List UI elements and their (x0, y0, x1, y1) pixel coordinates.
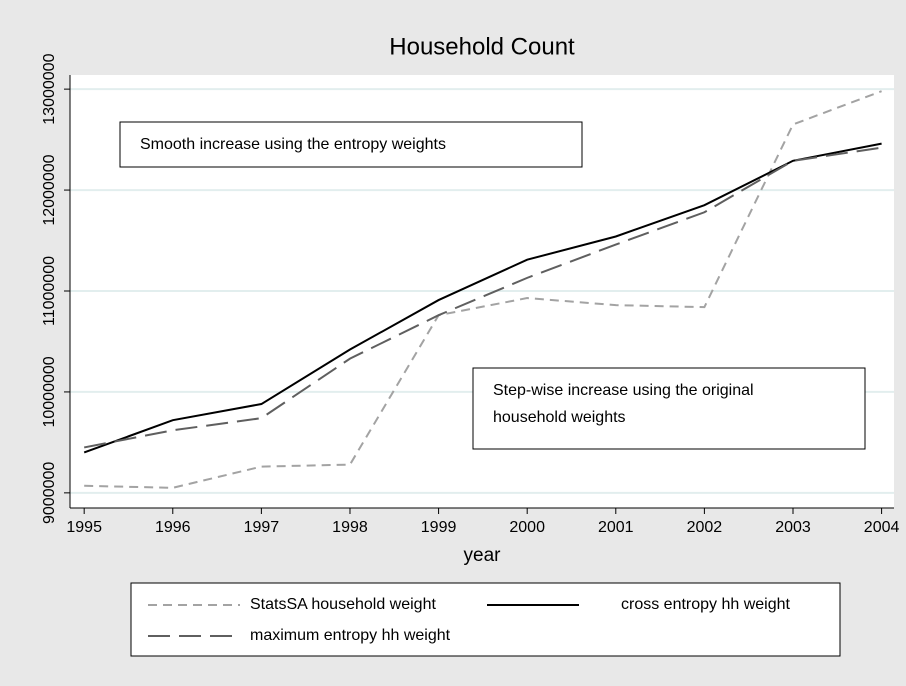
series-line (83, 142, 882, 454)
annotation-text: household weights (493, 409, 626, 426)
y-tick-label: 9000000 (41, 462, 58, 524)
y-tick-label: 11000000 (41, 256, 58, 326)
annotation-box (119, 121, 583, 168)
x-axis-label: year (464, 545, 502, 566)
x-tick-label: 2004 (864, 519, 900, 536)
chart-title: Household Count (389, 33, 575, 60)
x-tick-label: 1995 (66, 519, 102, 536)
y-tick-label: 10000000 (41, 356, 58, 427)
series-line (84, 90, 882, 489)
x-tick-label: 1998 (332, 519, 368, 536)
annotation-text: Smooth increase using the entropy weight… (140, 136, 446, 153)
x-tick-label: 1997 (244, 519, 280, 536)
legend-label: StatsSA household weight (250, 596, 436, 613)
legend-label: maximum entropy hh weight (250, 627, 451, 644)
legend-label: cross entropy hh weight (621, 596, 791, 613)
y-tick-label: 13000000 (41, 53, 58, 124)
series-line (83, 146, 882, 449)
x-tick-label: 1999 (421, 519, 457, 536)
annotation-text: Step-wise increase using the original (493, 382, 754, 399)
legend (130, 582, 841, 657)
x-tick-label: 2003 (775, 519, 811, 536)
y-tick-label: 12000000 (41, 154, 58, 225)
annotation-box (472, 367, 866, 450)
x-tick-label: 2001 (598, 519, 634, 536)
x-tick-label: 2002 (687, 519, 723, 536)
x-tick-label: 2000 (509, 519, 545, 536)
x-tick-label: 1996 (155, 519, 191, 536)
